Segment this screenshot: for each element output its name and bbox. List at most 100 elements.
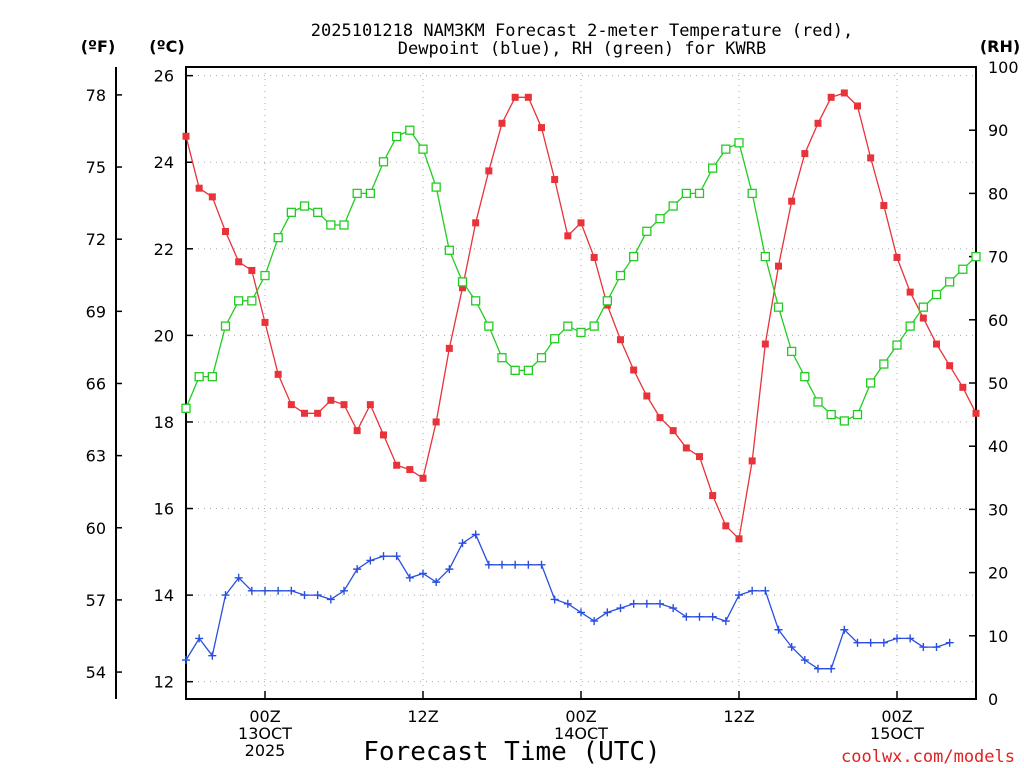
data-point bbox=[405, 125, 415, 135]
data-point bbox=[931, 289, 942, 300]
rh-tick-label: 100 bbox=[988, 58, 1019, 77]
data-point bbox=[682, 444, 690, 452]
data-point bbox=[274, 370, 282, 378]
data-point bbox=[617, 336, 624, 344]
data-point bbox=[536, 353, 547, 363]
data-point bbox=[326, 595, 335, 604]
data-point bbox=[510, 365, 520, 376]
data-point bbox=[261, 586, 269, 595]
fahrenheit-tick-label: 66 bbox=[86, 374, 106, 393]
fahrenheit-tick-label: 75 bbox=[86, 158, 106, 177]
fahrenheit-tick-label: 72 bbox=[86, 230, 106, 249]
data-point bbox=[774, 625, 783, 634]
rh-tick-label: 90 bbox=[988, 121, 1008, 140]
data-point bbox=[721, 144, 731, 154]
data-point bbox=[485, 167, 493, 175]
data-point bbox=[840, 625, 849, 634]
data-point bbox=[459, 284, 466, 292]
celsius-tick-label: 16 bbox=[154, 500, 174, 519]
celsius-tick-label: 20 bbox=[154, 326, 174, 345]
data-point bbox=[893, 253, 901, 261]
chart-title-line-1: 2025101218 NAM3KM Forecast 2-meter Tempe… bbox=[311, 21, 853, 41]
data-point bbox=[340, 586, 348, 595]
data-point bbox=[274, 586, 283, 595]
credit-link[interactable]: coolwx.com/models bbox=[841, 747, 1015, 767]
data-point bbox=[642, 226, 652, 236]
data-point bbox=[208, 193, 216, 201]
data-point bbox=[182, 656, 190, 665]
celsius-tick-label: 22 bbox=[154, 240, 174, 259]
data-point bbox=[800, 372, 810, 382]
rh-tick-label: 80 bbox=[988, 184, 1008, 203]
x-tick-label: 12Z bbox=[723, 707, 754, 726]
data-point bbox=[419, 569, 427, 578]
data-point bbox=[472, 219, 480, 227]
data-point bbox=[669, 427, 677, 435]
data-point bbox=[880, 202, 888, 210]
data-point bbox=[379, 552, 388, 561]
data-point bbox=[287, 401, 295, 409]
data-point bbox=[748, 586, 757, 595]
rh-tick-label: 30 bbox=[988, 500, 1008, 519]
data-point bbox=[958, 264, 968, 274]
data-point bbox=[471, 296, 481, 306]
gridlines bbox=[186, 67, 976, 699]
data-point bbox=[643, 392, 651, 400]
data-point bbox=[775, 262, 782, 270]
data-point bbox=[392, 552, 401, 561]
data-point bbox=[761, 586, 770, 595]
fahrenheit-tick-label: 57 bbox=[86, 591, 106, 610]
data-point bbox=[286, 207, 296, 218]
data-point bbox=[194, 372, 204, 382]
data-point bbox=[432, 578, 441, 587]
series-rh bbox=[181, 125, 981, 426]
data-point bbox=[879, 638, 888, 647]
data-point bbox=[919, 643, 928, 652]
rh-unit-label: (RH) bbox=[980, 37, 1020, 56]
data-point bbox=[300, 591, 309, 600]
data-point bbox=[523, 365, 533, 376]
data-point bbox=[721, 617, 730, 626]
data-point bbox=[945, 277, 955, 287]
data-point bbox=[457, 277, 468, 287]
data-point bbox=[800, 656, 809, 665]
data-point bbox=[444, 245, 454, 255]
data-point bbox=[590, 617, 599, 626]
data-point bbox=[747, 188, 757, 199]
data-point bbox=[340, 401, 348, 409]
x-tick-label: 00Z bbox=[249, 707, 280, 726]
data-point bbox=[445, 344, 453, 352]
data-point bbox=[760, 251, 770, 262]
data-point bbox=[195, 634, 204, 643]
data-point bbox=[919, 314, 927, 322]
data-point bbox=[339, 220, 349, 230]
data-point bbox=[418, 144, 428, 154]
data-point bbox=[392, 131, 402, 142]
data-point bbox=[564, 232, 572, 240]
data-point bbox=[642, 599, 651, 608]
data-point bbox=[972, 409, 980, 417]
data-point bbox=[905, 321, 915, 331]
data-point bbox=[866, 378, 876, 388]
celsius-tick-label: 26 bbox=[154, 67, 174, 86]
data-point bbox=[694, 188, 705, 199]
data-point bbox=[854, 102, 861, 110]
data-point bbox=[826, 409, 836, 420]
data-point bbox=[538, 124, 545, 132]
data-point bbox=[550, 595, 559, 604]
data-point bbox=[247, 296, 257, 306]
data-point bbox=[299, 201, 310, 211]
data-point bbox=[709, 492, 717, 500]
data-point bbox=[498, 560, 506, 569]
data-point bbox=[932, 643, 941, 652]
plot-frame bbox=[185, 66, 977, 700]
fahrenheit-tick-label: 60 bbox=[86, 519, 106, 538]
data-point bbox=[906, 288, 914, 296]
data-point bbox=[708, 163, 718, 173]
data-point bbox=[511, 560, 520, 569]
data-point bbox=[352, 188, 362, 199]
axes: 12 14 16 18 20 22 24 26 54 57 60 63 66 69 72 75 78 0 10 20 3… bbox=[86, 58, 1019, 760]
data-point bbox=[498, 119, 506, 127]
data-point bbox=[313, 591, 322, 600]
data-point bbox=[326, 220, 336, 230]
